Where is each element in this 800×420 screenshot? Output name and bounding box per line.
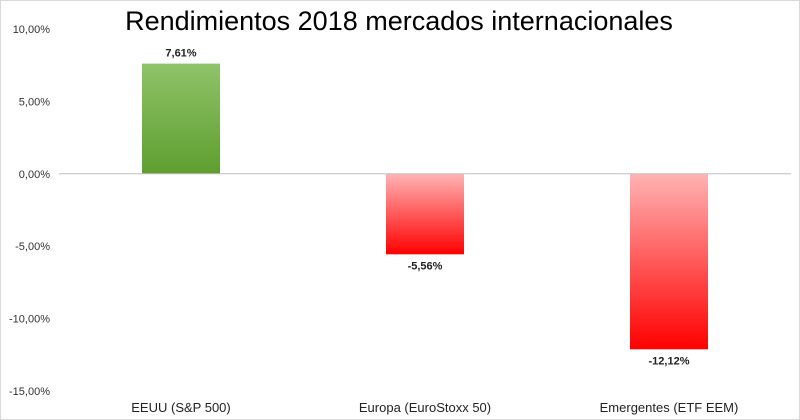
category-label: Europa (EuroStoxx 50) (359, 400, 491, 415)
category-label: Emergentes (ETF EEM) (600, 400, 739, 415)
data-labels: 7,61% -5,56% -12,12% (165, 48, 689, 368)
data-label: 7,61% (165, 48, 196, 60)
y-tick-label: -15,00% (9, 386, 50, 398)
y-tick-label: -5,00% (15, 241, 50, 253)
y-tick-label: -10,00% (9, 314, 50, 326)
category-labels: EEUU (S&P 500) Europa (EuroStoxx 50) Emerg… (131, 400, 738, 415)
bars (142, 63, 708, 350)
chart-title: Rendimientos 2018 mercados internacional… (125, 6, 673, 36)
data-label: -12,12% (649, 355, 690, 367)
y-tick-label: 10,00% (13, 24, 51, 36)
y-axis-ticks: 10,00% 5,00% 0,00% -5,00% -10,00% -15,00% (9, 24, 50, 398)
category-label: EEUU (S&P 500) (131, 400, 230, 415)
bar (630, 173, 708, 350)
data-label: -5,56% (408, 260, 443, 272)
y-tick-label: 5,00% (19, 96, 50, 108)
bar (386, 173, 464, 255)
bar (142, 63, 220, 174)
y-tick-label: 0,00% (19, 169, 50, 181)
